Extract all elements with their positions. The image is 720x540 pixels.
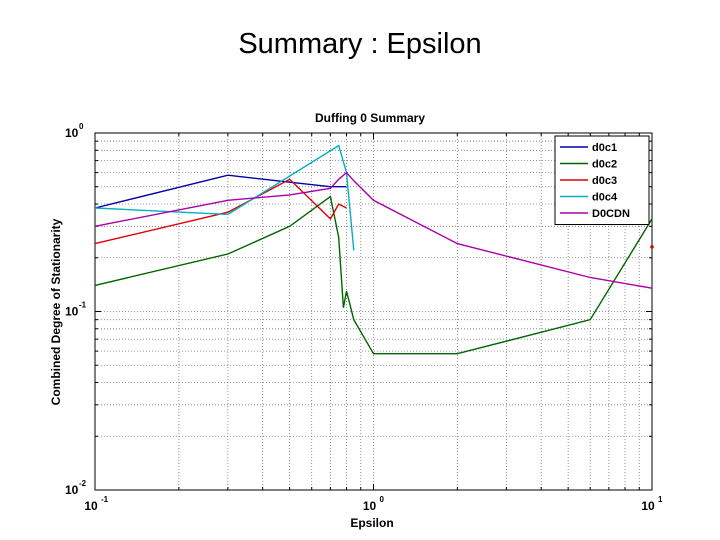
y-axis-label: Combined Degree of Stationarity bbox=[49, 218, 63, 405]
legend-label: d0c3 bbox=[592, 175, 617, 187]
chart-title: Duffing 0 Summary bbox=[315, 111, 425, 125]
series-line-d0c2 bbox=[94, 195, 653, 355]
legend: d0c1 d0c2 d0c3 d0c4 D0CDN bbox=[554, 135, 650, 225]
x-tick-label-exp: -1 bbox=[101, 495, 109, 504]
legend-label: d0c4 bbox=[592, 192, 618, 204]
chart-grid bbox=[95, 133, 652, 490]
x-tick-label-base: 10 bbox=[84, 499, 98, 513]
slide-title: Summary : Epsilon bbox=[238, 28, 482, 60]
x-tick-label-base: 10 bbox=[363, 499, 377, 513]
series-line-d0c3 bbox=[94, 178, 347, 245]
x-tick-label-exp: 1 bbox=[658, 495, 663, 504]
y-tick-label-base: 10 bbox=[65, 305, 79, 319]
y-tick-label-exp: 0 bbox=[79, 122, 84, 131]
x-tick-label-exp: 0 bbox=[380, 495, 385, 504]
y-tick-label-exp: -2 bbox=[79, 479, 87, 488]
series-line-d0c4 bbox=[94, 144, 355, 251]
x-tick-label-base: 10 bbox=[641, 499, 655, 513]
y-tick-label-exp: -1 bbox=[79, 301, 87, 310]
legend-label: D0CDN bbox=[592, 208, 630, 220]
legend-label: d0c2 bbox=[592, 159, 617, 171]
series-line-d0c1 bbox=[94, 174, 347, 209]
series-line-d0cdn bbox=[94, 171, 653, 289]
y-tick-label-base: 10 bbox=[65, 126, 79, 140]
y-tick-label-base: 10 bbox=[65, 483, 79, 497]
x-axis-label: Epsilon bbox=[350, 516, 393, 530]
legend-label: d0c1 bbox=[592, 142, 617, 154]
data-point-marker bbox=[650, 245, 654, 249]
series-lines bbox=[94, 144, 654, 355]
